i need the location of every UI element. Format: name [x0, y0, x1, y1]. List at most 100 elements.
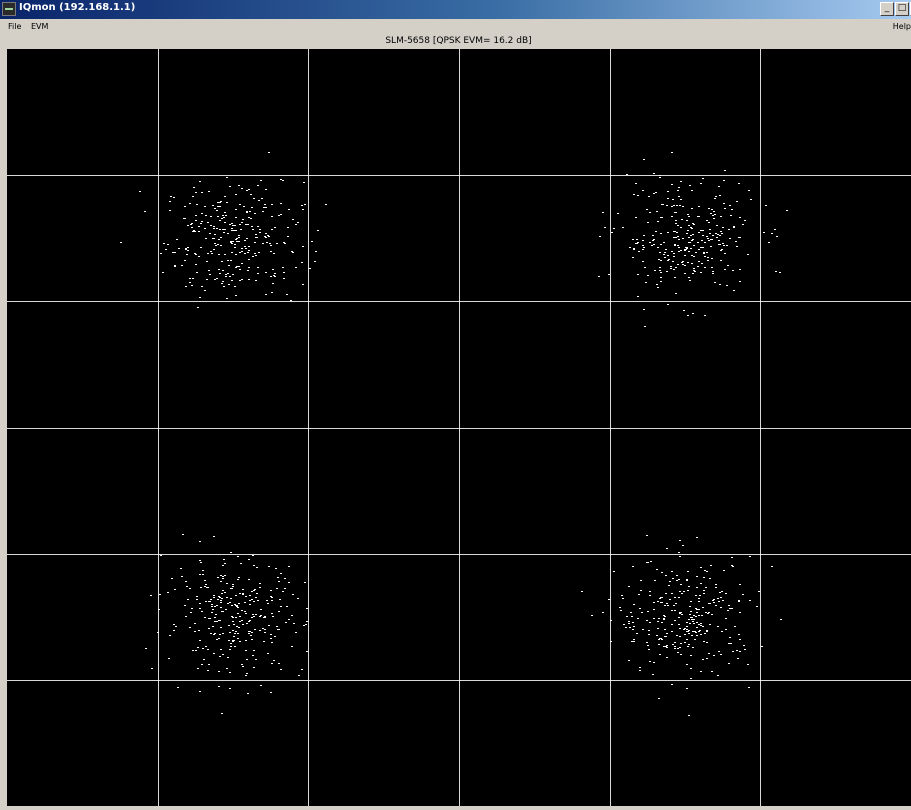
constellation-point [267, 235, 269, 236]
constellation-point [205, 215, 207, 216]
constellation-point [704, 633, 706, 634]
constellation-point [251, 226, 253, 227]
constellation-point [225, 276, 227, 277]
constellation-point [673, 237, 675, 238]
constellation-point [731, 608, 733, 609]
constellation-point [256, 593, 258, 594]
constellation-point [691, 208, 693, 209]
constellation-point [201, 286, 203, 287]
constellation-point [120, 242, 122, 243]
menu-evm[interactable]: EVM [31, 22, 49, 31]
minimize-button[interactable]: _ [880, 2, 894, 16]
constellation-point [676, 635, 678, 636]
constellation-point [693, 615, 695, 616]
constellation-point [249, 595, 251, 596]
constellation-point [238, 627, 240, 628]
constellation-point [242, 624, 244, 625]
constellation-point [205, 601, 207, 602]
constellation-point [302, 284, 304, 285]
constellation-point [643, 159, 645, 160]
constellation-point [721, 249, 723, 250]
constellation-point [697, 242, 699, 243]
constellation-point [302, 246, 304, 247]
constellation-point [184, 206, 186, 207]
constellation-point [647, 645, 649, 646]
constellation-point [228, 640, 230, 641]
constellation-point [651, 245, 653, 246]
constellation-point [675, 237, 677, 238]
constellation-point [235, 631, 237, 632]
constellation-point [709, 578, 711, 579]
constellation-point [292, 594, 294, 595]
constellation-point [217, 202, 219, 203]
constellation-point [700, 247, 702, 248]
constellation-point [262, 243, 264, 244]
constellation-point [230, 241, 232, 242]
constellation-point [722, 600, 724, 601]
constellation-point [271, 600, 273, 601]
constellation-point [658, 639, 660, 640]
constellation-point [220, 581, 222, 582]
constellation-point [314, 261, 316, 262]
constellation-point [231, 605, 233, 606]
constellation-point [663, 619, 665, 620]
constellation-point [721, 591, 723, 592]
constellation-point [711, 258, 713, 259]
constellation-point [682, 264, 684, 265]
constellation-point [216, 210, 218, 211]
constellation-point [677, 236, 679, 237]
constellation-point [302, 209, 304, 210]
menu-file[interactable]: File [8, 22, 22, 31]
constellation-point [674, 245, 676, 246]
constellation-point [648, 649, 650, 650]
constellation-point [673, 605, 675, 606]
constellation-point [195, 215, 197, 216]
constellation-point [242, 594, 244, 595]
constellation-point [288, 582, 290, 583]
constellation-point [271, 292, 273, 293]
constellation-point [232, 621, 234, 622]
constellation-point [248, 217, 250, 218]
constellation-point [220, 201, 222, 202]
constellation-point [239, 224, 241, 225]
constellation-point [190, 612, 192, 613]
constellation-point [647, 275, 649, 276]
constellation-point [655, 231, 657, 232]
app-icon[interactable] [2, 2, 16, 16]
constellation-point [715, 587, 717, 588]
constellation-point [254, 213, 256, 214]
constellation-point [192, 196, 194, 197]
constellation-point [239, 252, 241, 253]
constellation-point [690, 678, 692, 679]
constellation-point [702, 659, 704, 660]
menu-help[interactable]: Help [892, 22, 911, 31]
constellation-point [708, 612, 710, 613]
constellation-point [679, 612, 681, 613]
maximize-button[interactable]: □ [895, 2, 909, 16]
constellation-point [227, 273, 229, 274]
constellation-point [720, 250, 722, 251]
constellation-point [290, 300, 292, 301]
constellation-point [214, 617, 216, 618]
constellation-point [201, 192, 203, 193]
constellation-point [702, 230, 704, 231]
constellation-point [713, 655, 715, 656]
constellation-point [683, 591, 685, 592]
constellation-point [288, 209, 290, 210]
constellation-point [696, 622, 698, 623]
constellation-point [211, 604, 213, 605]
constellation-point [186, 586, 188, 587]
constellation-point [222, 576, 224, 577]
constellation-point [186, 254, 188, 255]
constellation-point [256, 567, 258, 568]
constellation-point [274, 636, 276, 637]
constellation-point [688, 715, 690, 716]
constellation-point [644, 267, 646, 268]
constellation-point [271, 229, 273, 230]
constellation-point [708, 222, 710, 223]
constellation-point [194, 631, 196, 632]
constellation-point [210, 599, 212, 600]
constellation-point [172, 252, 174, 253]
constellation-point [713, 218, 715, 219]
constellation-point [691, 255, 693, 256]
